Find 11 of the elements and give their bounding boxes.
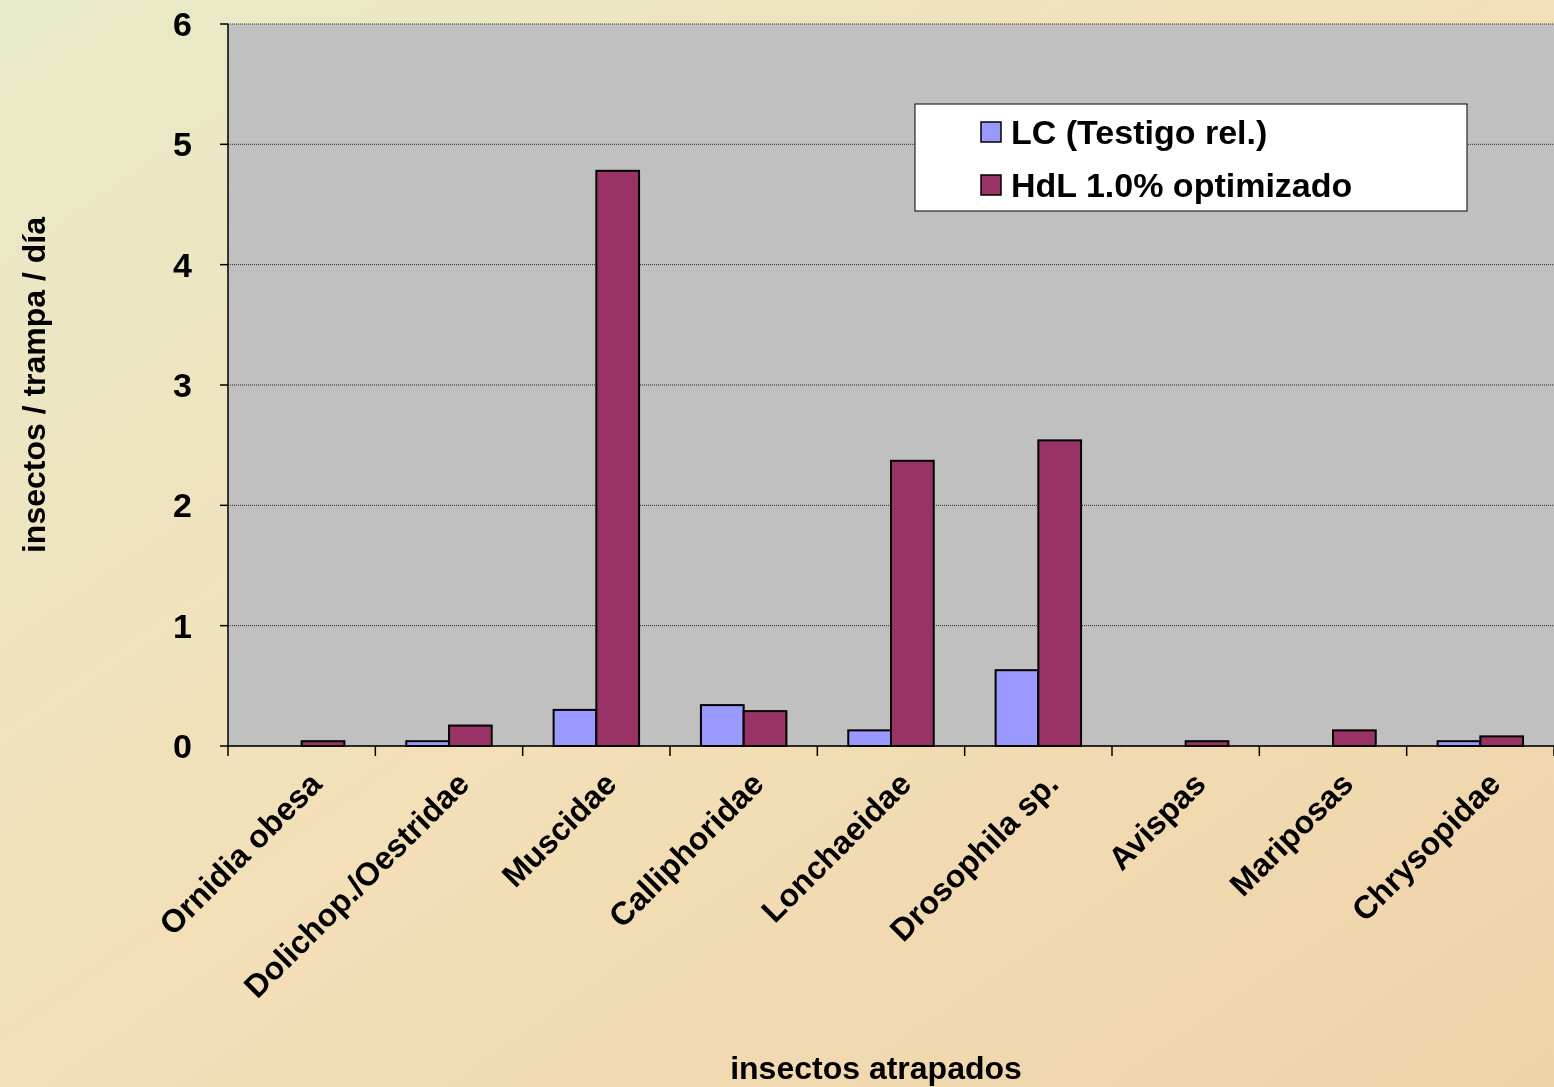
legend-label: LC (Testigo rel.) [1011,112,1268,151]
x-axis-title: insectos atrapados [730,1050,1022,1086]
legend-label: HdL 1.0% optimizado [1011,165,1353,204]
y-tick-label: 4 [173,245,193,284]
y-tick-label: 2 [173,486,192,525]
y-tick-label: 3 [173,365,192,404]
y-tick-label: 6 [173,4,192,43]
y-tick-label: 5 [173,125,192,164]
y-tick-label: 1 [173,606,192,645]
y-axis-title: insectos / trampa / día [16,216,52,554]
y-tick-label: 0 [173,726,192,765]
